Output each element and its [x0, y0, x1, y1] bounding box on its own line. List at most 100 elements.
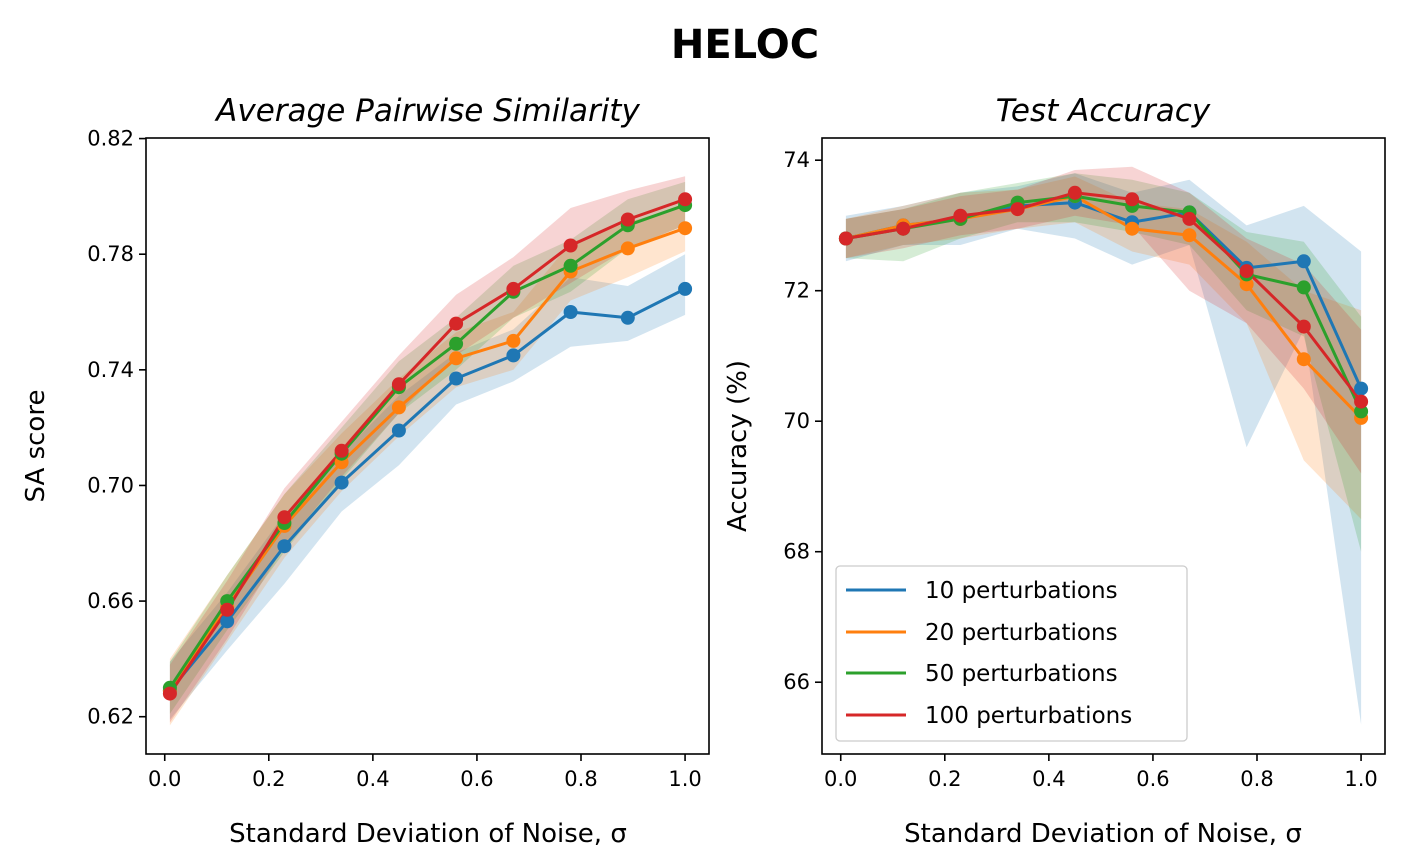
y-tick-label: 0.82: [87, 127, 134, 151]
line-100: [168, 197, 686, 695]
y-tick-label: 0.74: [87, 358, 134, 382]
y-tick-label: 70: [783, 409, 810, 433]
y-axis-label: Accuracy (%): [723, 360, 753, 532]
band-50: [169, 181, 686, 714]
legend: 10 perturbations 20 perturbations 50 per…: [835, 565, 1188, 742]
x-tick-label: 0.6: [460, 767, 493, 791]
point-50: [1354, 404, 1369, 419]
y-tick-label: 74: [783, 148, 810, 172]
legend-label: 100 perturbations: [925, 703, 1132, 729]
y-tick-label: 72: [783, 279, 810, 303]
x-ticks: 0.0 0.2 0.4 0.6 0.8 1.0: [824, 754, 1378, 791]
point-100: [162, 686, 177, 701]
point-100: [1239, 264, 1254, 279]
point-20: [1125, 221, 1140, 236]
legend-entry-50: 50 perturbations: [846, 661, 1118, 687]
x-ticks: 0.0 0.2 0.4 0.6 0.8 1.0: [148, 754, 702, 791]
point-10: [1296, 254, 1311, 269]
x-axis-label: Standard Deviation of Noise, σ: [229, 819, 627, 849]
confidence-bands: [169, 176, 686, 726]
point-10: [220, 614, 235, 629]
panel-test-accuracy: Test Accuracy 0.0 0.2 0.4 0.6 0.8 1.0 66 68 70 7…: [723, 93, 1386, 849]
point-100: [334, 443, 349, 458]
point-100: [220, 602, 235, 617]
y-tick-label: 0.70: [87, 473, 134, 497]
y-tick-label: 0.66: [87, 589, 134, 613]
y-tick-label: 68: [783, 540, 810, 564]
confidence-bands: [845, 166, 1362, 725]
point-20: [449, 351, 464, 366]
x-tick-label: 0.8: [564, 767, 597, 791]
y-tick-label: 66: [783, 670, 810, 694]
x-tick-label: 0.4: [356, 767, 389, 791]
point-20: [620, 241, 635, 256]
x-tick-label: 0.0: [148, 767, 181, 791]
point-10: [334, 475, 349, 490]
series-lines: [168, 197, 686, 695]
point-50: [449, 336, 464, 351]
band-20: [169, 205, 686, 726]
point-20: [1296, 352, 1311, 367]
legend-label: 10 perturbations: [925, 578, 1118, 604]
point-10: [620, 310, 635, 325]
series-points: [162, 192, 693, 701]
point-100: [1296, 319, 1311, 334]
x-tick-label: 1.0: [668, 767, 701, 791]
y-tick-label: 0.62: [87, 705, 134, 729]
band-10: [845, 173, 1362, 725]
plot-frame: [821, 137, 1386, 755]
legend-label: 20 perturbations: [925, 620, 1118, 646]
point-10: [277, 539, 292, 554]
legend-entry-20: 20 perturbations: [846, 620, 1118, 646]
legend-label: 50 perturbations: [925, 661, 1118, 687]
x-tick-label: 0.6: [1136, 767, 1169, 791]
point-20: [1239, 277, 1254, 292]
point-100: [563, 238, 578, 253]
point-50: [563, 258, 578, 273]
legend-entry-10: 10 perturbations: [846, 578, 1118, 604]
panel-average-pairwise-similarity: Average Pairwise Similarity 0.0 0.2 0.4 0.6…: [21, 93, 710, 849]
band-20: [845, 176, 1362, 520]
point-10: [449, 371, 464, 386]
point-10: [678, 281, 693, 296]
point-100: [391, 377, 406, 392]
point-100: [506, 281, 521, 296]
point-100: [1067, 185, 1082, 200]
band-50: [845, 173, 1362, 552]
y-ticks: 0.62 0.66 0.70 0.74 0.78 0.82: [87, 127, 146, 729]
x-tick-label: 0.0: [824, 767, 857, 791]
point-20: [506, 333, 521, 348]
x-tick-label: 0.2: [252, 767, 285, 791]
x-tick-label: 0.4: [1032, 767, 1065, 791]
y-tick-label: 0.78: [87, 242, 134, 266]
point-10: [506, 348, 521, 363]
series-lines: [845, 191, 1363, 419]
band-100: [169, 176, 686, 723]
line-100: [845, 191, 1363, 403]
legend-box: [835, 565, 1188, 742]
y-ticks: 66 68 70 72 74: [783, 148, 822, 694]
x-axis-label: Standard Deviation of Noise, σ: [904, 819, 1302, 849]
figure-title: HELOC: [671, 22, 819, 68]
point-20: [678, 221, 693, 236]
point-100: [1010, 202, 1025, 217]
point-10: [391, 423, 406, 438]
point-20: [1182, 228, 1197, 243]
y-axis-label: SA score: [21, 390, 51, 503]
point-100: [838, 231, 853, 246]
panel-title: Average Pairwise Similarity: [214, 93, 640, 129]
x-tick-label: 0.8: [1240, 767, 1273, 791]
point-50: [1296, 280, 1311, 295]
point-10: [563, 305, 578, 319]
point-20: [391, 400, 406, 415]
plot-frame: [145, 137, 710, 755]
point-100: [953, 208, 968, 223]
point-100: [620, 212, 635, 227]
line-50: [845, 194, 1363, 413]
band-10: [169, 254, 686, 720]
point-100: [277, 510, 292, 525]
legend-entry-100: 100 perturbations: [846, 703, 1132, 729]
point-100: [1125, 192, 1140, 207]
point-100: [896, 221, 911, 236]
point-100: [1182, 211, 1197, 226]
